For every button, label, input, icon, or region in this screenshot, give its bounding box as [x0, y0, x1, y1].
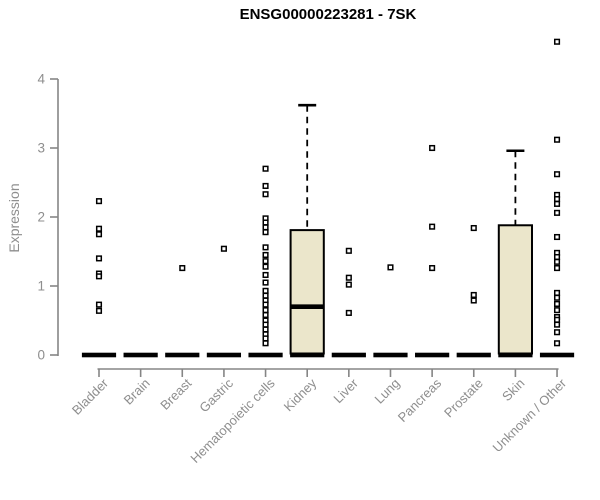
x-category-label: Unknown / Other — [490, 375, 570, 455]
outlier-point — [262, 279, 269, 286]
zero-median-bar — [206, 352, 242, 358]
zero-median-bar — [165, 352, 200, 358]
x-category-label: Brain — [121, 376, 153, 408]
outlier-point — [262, 182, 269, 189]
outlier-point — [95, 225, 103, 232]
x-category-label: Skin — [499, 376, 527, 404]
outlier-point — [220, 245, 227, 252]
chart-title: ENSG00000223281 - 7SK — [239, 6, 417, 23]
outlier-point — [553, 300, 561, 307]
outlier-point — [553, 307, 561, 314]
outlier-point — [345, 274, 352, 281]
outlier-point — [262, 307, 269, 314]
x-category-label: Prostate — [441, 376, 486, 421]
outlier-point — [470, 224, 477, 232]
outlier-point — [95, 273, 103, 280]
outlier-point — [553, 294, 561, 301]
outlier-point — [345, 309, 352, 316]
outlier-point — [553, 258, 561, 265]
outlier-point — [262, 301, 269, 308]
zero-median-bar — [81, 352, 117, 358]
zero-median-bar — [373, 352, 408, 358]
outlier-point — [262, 165, 269, 172]
y-tick-label: 2 — [37, 210, 45, 225]
outlier-point — [262, 244, 269, 251]
zero-median-bar — [539, 352, 575, 358]
x-category-label: Liver — [330, 375, 361, 406]
outlier-point — [553, 233, 561, 241]
outlier-point — [553, 340, 561, 347]
outlier-point — [95, 307, 103, 314]
outlier-point — [262, 191, 269, 198]
outlier-point — [553, 171, 561, 178]
outlier-point — [262, 326, 269, 333]
outlier-point — [95, 301, 103, 308]
outlier-point — [262, 251, 269, 258]
outlier-point — [262, 335, 269, 342]
box — [497, 224, 533, 355]
x-category-label: Kidney — [281, 375, 320, 414]
zero-median-bar — [456, 352, 491, 358]
zero-median-bar — [415, 352, 450, 358]
outlier-point — [553, 200, 561, 207]
outlier-point — [262, 219, 269, 226]
outlier-point — [553, 209, 561, 216]
outlier-point — [553, 321, 561, 328]
outlier-point — [470, 297, 477, 304]
x-category-label: Pancreas — [395, 375, 445, 425]
outlier-point — [429, 265, 436, 272]
zero-median-bar — [290, 352, 325, 358]
x-category-label: Lung — [372, 376, 403, 407]
outlier-point — [553, 265, 561, 272]
outlier-point — [553, 38, 561, 45]
outlier-point — [553, 253, 561, 261]
outlier-point — [470, 291, 477, 299]
x-category-label: Gastric — [196, 375, 236, 415]
outlier-point — [387, 264, 394, 271]
outlier-point — [553, 329, 561, 336]
zero-median-bar — [123, 352, 158, 358]
outlier-point — [553, 196, 561, 203]
y-tick-label: 0 — [37, 348, 45, 363]
outlier-point — [262, 229, 269, 236]
outlier-point — [262, 292, 269, 299]
x-category-label: Bladder — [69, 375, 112, 418]
outlier-point — [262, 311, 269, 319]
y-tick-label: 4 — [37, 72, 45, 87]
outlier-point — [553, 136, 561, 143]
y-tick-label: 1 — [37, 279, 45, 294]
outlier-point — [262, 258, 269, 265]
outlier-point — [429, 144, 436, 152]
outlier-point — [95, 198, 103, 205]
zero-median-bar — [331, 352, 366, 358]
outlier-point — [262, 321, 269, 328]
box — [289, 229, 325, 355]
outlier-point — [345, 247, 352, 254]
zero-median-bar — [248, 352, 283, 358]
zero-median-bar — [498, 352, 533, 358]
outlier-point — [262, 224, 269, 231]
outlier-point — [429, 223, 436, 230]
outlier-point — [179, 265, 186, 272]
outlier-point — [345, 281, 352, 288]
outlier-point — [95, 231, 103, 238]
outlier-point — [95, 255, 103, 262]
outlier-point — [262, 287, 269, 294]
outlier-point — [262, 263, 269, 270]
x-category-label: Breast — [157, 375, 194, 412]
outlier-point — [553, 289, 561, 296]
outlier-point — [262, 271, 269, 279]
outlier-point — [262, 340, 269, 347]
outlier-point — [553, 316, 561, 323]
y-tick-label: 3 — [37, 141, 45, 156]
